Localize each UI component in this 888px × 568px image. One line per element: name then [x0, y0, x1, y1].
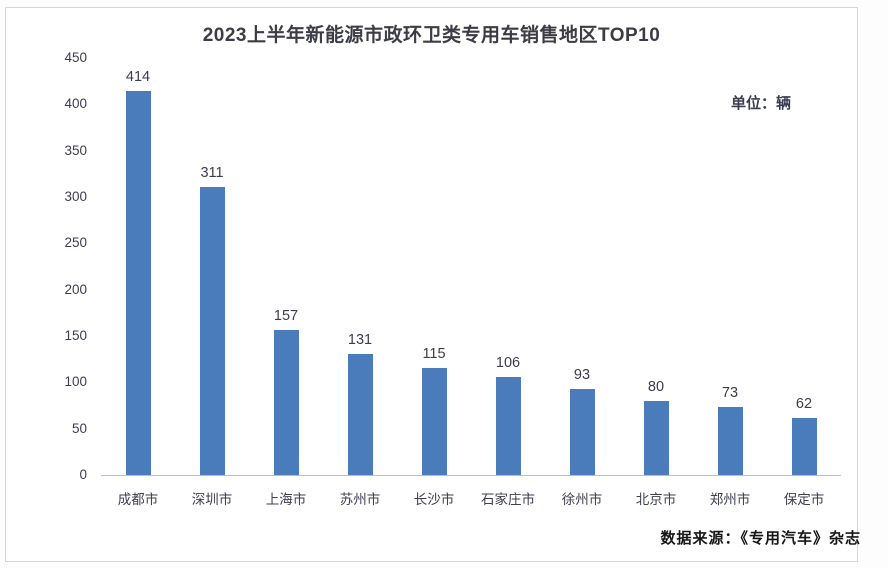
x-category-label: 长沙市 — [413, 492, 455, 507]
x-category-label: 保定市 — [783, 492, 825, 507]
x-category-label: 深圳市 — [191, 492, 233, 507]
unit-label: 单位：辆 — [730, 95, 791, 112]
bar — [717, 407, 743, 475]
bar-value-label: 131 — [347, 331, 373, 348]
bar — [199, 186, 225, 475]
bar-value-label: 73 — [721, 385, 739, 402]
bar — [495, 376, 521, 475]
bar-group: 115 长沙市 — [397, 59, 471, 507]
bar — [125, 91, 151, 475]
chart-panel: 2023上半年新能源市政环卫类专用车销售地区TOP10 单位：辆 0 50 100 1… — [5, 7, 861, 562]
y-tick-label: 150 — [64, 328, 87, 343]
bar — [569, 388, 595, 475]
bar — [273, 329, 299, 475]
bar-group: 157 上海市 — [249, 59, 323, 507]
bar-group: 106 石家庄市 — [471, 59, 545, 507]
x-category-label: 苏州市 — [339, 492, 381, 507]
x-category-label: 郑州市 — [709, 492, 751, 507]
y-tick-label: 250 — [64, 235, 87, 251]
x-category-label: 上海市 — [265, 492, 307, 507]
y-tick-label: 0 — [79, 467, 87, 482]
x-category-label: 成都市 — [117, 492, 159, 507]
y-tick-label: 50 — [71, 420, 87, 436]
y-tick-label: 200 — [64, 281, 87, 297]
bar — [347, 353, 373, 475]
bar-group: 93 徐州市 — [545, 59, 619, 507]
bar-value-label: 93 — [573, 366, 591, 383]
data-source-label: 数据来源：《专用汽车》杂志 — [660, 530, 861, 547]
y-tick-label: 350 — [64, 142, 87, 158]
x-category-label: 徐州市 — [561, 492, 603, 507]
x-category-label: 石家庄市 — [481, 492, 535, 507]
bar — [643, 400, 669, 475]
y-tick-label: 100 — [64, 374, 87, 390]
chart-title: 2023上半年新能源市政环卫类专用车销售地区TOP10 — [202, 25, 661, 46]
bar-value-label: 80 — [647, 378, 665, 395]
bar-value-label: 311 — [200, 164, 224, 181]
bar — [791, 417, 817, 475]
y-tick-label: 400 — [64, 96, 87, 112]
y-tick-label: 450 — [64, 50, 87, 65]
bar-group: 414 成都市 — [101, 59, 175, 507]
bar-value-label: 106 — [495, 354, 521, 371]
bar-value-label: 62 — [795, 395, 813, 412]
bar-group: 131 苏州市 — [323, 59, 397, 507]
bar-group: 80 北京市 — [619, 59, 693, 507]
x-category-label: 北京市 — [635, 492, 677, 507]
plot-area: 0 50 100 150 200 250 300 350 400 450 414 成都市 311 深圳市… — [64, 50, 841, 507]
bar — [421, 368, 447, 475]
bar-value-label: 157 — [273, 307, 299, 324]
bar-group: 62 保定市 — [767, 59, 841, 507]
bar-group: 311 深圳市 — [175, 59, 249, 507]
y-tick-label: 300 — [64, 189, 87, 204]
bar-group: 73 郑州市 — [693, 59, 767, 507]
bar-value-label: 414 — [125, 69, 151, 86]
bar-value-label: 115 — [422, 346, 446, 363]
bars-container: 414 成都市 311 深圳市 157 上海市 131 苏州市 115 长沙市 106 石家庄市 93 徐… — [101, 59, 841, 507]
